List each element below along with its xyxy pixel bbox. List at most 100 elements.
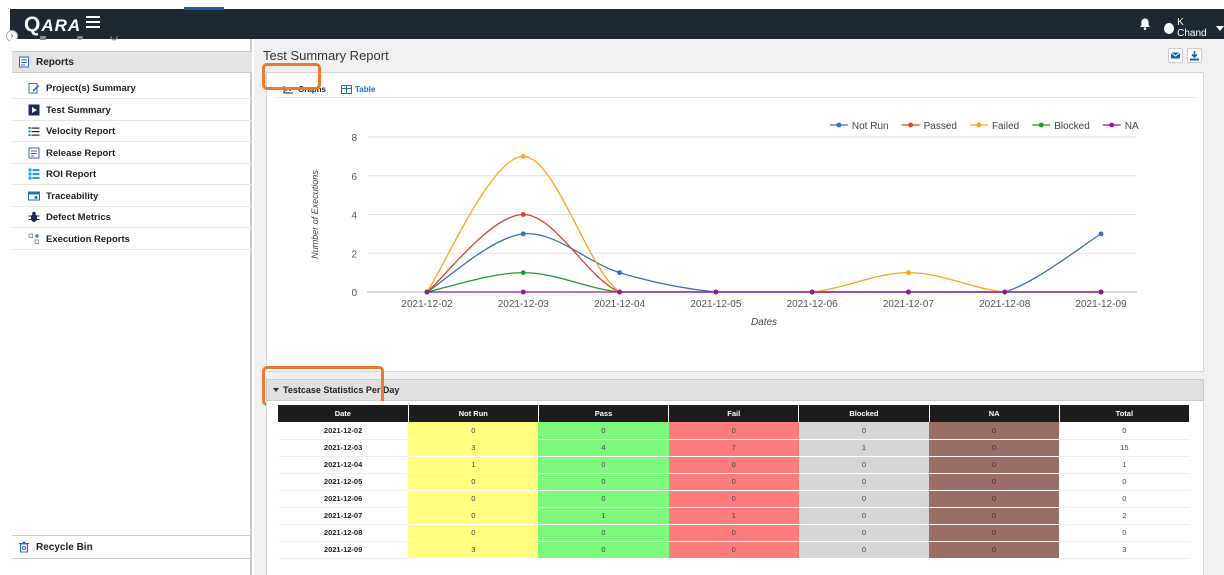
legend-label: Passed	[924, 121, 957, 132]
chevron-down-icon	[1216, 25, 1224, 31]
hamburger-menu-icon[interactable]	[86, 16, 100, 28]
stats-header-highlight	[262, 366, 384, 406]
sidebar-item-recycle-bin[interactable]: Recycle Bin	[12, 535, 252, 559]
table-cell: 0	[929, 507, 1060, 525]
top-navbar: QARA K Chand	[10, 7, 1224, 39]
x-tick-label: 2021-12-09	[1075, 299, 1127, 310]
qara-logo[interactable]: QARA	[24, 13, 82, 36]
data-point	[713, 289, 719, 295]
table-cell: 0	[798, 456, 930, 474]
column-header[interactable]: Fail	[668, 405, 800, 422]
data-point	[1002, 289, 1008, 295]
y-tick-label: 8	[351, 133, 357, 144]
sidebar-section-reports[interactable]: Reports	[12, 51, 252, 73]
graphs-tab-highlight	[262, 63, 321, 90]
series-line	[426, 155, 1101, 293]
table-row: 2021-12-05 0 0 0 0 0 0	[278, 473, 1190, 491]
data-point	[520, 270, 526, 276]
download-button[interactable]	[1187, 48, 1202, 63]
table-cell: 0	[798, 507, 930, 525]
table-cell: 0	[668, 490, 799, 508]
y-axis-label: Number of Executions	[310, 170, 320, 259]
sidebar-item-label: Execution Reports	[46, 233, 130, 245]
table-icon	[341, 85, 352, 94]
x-tick-label: 2021-12-03	[498, 299, 550, 310]
user-avatar-icon	[1164, 22, 1175, 34]
legend-swatch-dot	[836, 122, 842, 128]
table-cell: 1	[1059, 456, 1190, 474]
email-button[interactable]	[1168, 48, 1183, 63]
sidebar-item-label: Project(s) Summary	[46, 82, 136, 94]
column-header[interactable]: Blocked	[798, 405, 930, 422]
x-axis-label: Dates	[751, 317, 777, 328]
legend-swatch-dot	[1038, 122, 1044, 128]
table-cell: 0	[538, 541, 669, 559]
table-cell: 0	[1059, 473, 1190, 491]
main-content: Test Summary Report Graphs Table 0 2 4 6 8 20…	[254, 39, 1224, 575]
series-line	[426, 271, 1101, 293]
legend-item: Blocked	[1032, 121, 1090, 132]
table-cell: 0	[538, 524, 669, 542]
table-cell: 2021-12-02	[278, 422, 409, 440]
data-point	[424, 289, 430, 295]
table-cell: 0	[668, 473, 799, 491]
sidebar-item-label: Traceability	[46, 190, 99, 202]
table-cell: 0	[538, 473, 669, 491]
table-cell: 2021-12-05	[278, 473, 409, 491]
legend-label: Not Run	[852, 121, 889, 132]
sidebar-toolbar-icons	[40, 36, 118, 41]
sidebar-item-roi-report[interactable]: ROI Report	[12, 164, 252, 185]
sidebar-item-label: Release Report	[46, 147, 116, 159]
sidebar: Reports Project(s) Summary Test Summary …	[10, 36, 252, 575]
table-cell: 0	[929, 541, 1060, 559]
table-row: 2021-12-04 1 0 0 0 0 1	[278, 456, 1190, 474]
table-cell: 1	[408, 456, 539, 474]
sidebar-item-release-report[interactable]: Release Report	[12, 143, 252, 164]
column-header[interactable]: Total	[1059, 405, 1191, 422]
table-cell: 0	[408, 490, 539, 508]
sidebar-item-test-summary[interactable]: Test Summary	[12, 100, 252, 121]
stats-table: Date Not Run Pass Fail Blocked NA Total 2021-1…	[278, 405, 1191, 559]
data-point	[809, 289, 815, 295]
table-row: 2021-12-06 0 0 0 0 0 0	[278, 490, 1190, 508]
data-point	[520, 289, 526, 295]
tab-table[interactable]: Table	[341, 81, 375, 98]
stats-table-container: Date Not Run Pass Fail Blocked NA Total 2021-1…	[266, 401, 1204, 575]
column-header[interactable]: Pass	[538, 405, 670, 422]
tab-divider	[277, 97, 1195, 98]
table-cell: 2021-12-04	[278, 456, 409, 474]
table-cell: 0	[668, 541, 799, 559]
roi-list-icon	[28, 168, 40, 180]
release-icon	[28, 147, 40, 159]
table-cell: 2	[1059, 507, 1190, 525]
user-menu[interactable]: K Chand	[1164, 17, 1224, 39]
table-cell: 15	[1059, 439, 1190, 457]
table-cell: 0	[929, 456, 1060, 474]
x-tick-label: 2021-12-06	[787, 299, 839, 310]
table-cell: 2021-12-06	[278, 490, 409, 508]
table-cell: 1	[668, 507, 799, 525]
column-header[interactable]: NA	[929, 405, 1060, 422]
column-header[interactable]: Date	[278, 405, 409, 422]
data-point	[1098, 231, 1104, 237]
legend-item: Failed	[969, 121, 1019, 132]
x-tick-label: 2021-12-04	[594, 299, 646, 310]
sidebar-item-velocity-report[interactable]: Velocity Report	[12, 121, 252, 142]
data-point	[617, 289, 622, 295]
stats-section-header[interactable]: Testcase Statistics Per Day	[266, 379, 1204, 401]
bell-icon[interactable]	[1138, 17, 1152, 31]
legend-swatch-dot	[1109, 122, 1115, 128]
table-cell: 0	[408, 524, 539, 542]
sidebar-item-defect-metrics[interactable]: Defect Metrics	[12, 207, 252, 228]
table-cell: 0	[1059, 422, 1190, 440]
table-cell: 0	[929, 524, 1060, 542]
play-icon	[28, 104, 40, 116]
column-header[interactable]: Not Run	[408, 405, 539, 422]
table-cell: 4	[538, 439, 669, 457]
sidebar-item-execution-reports[interactable]: Execution Reports	[12, 229, 252, 250]
table-cell: 0	[929, 439, 1060, 457]
tab-table-label: Table	[355, 85, 376, 94]
sidebar-item-projects-summary[interactable]: Project(s) Summary	[12, 78, 252, 99]
data-point	[520, 231, 526, 237]
sidebar-item-traceability[interactable]: Traceability	[12, 186, 252, 207]
